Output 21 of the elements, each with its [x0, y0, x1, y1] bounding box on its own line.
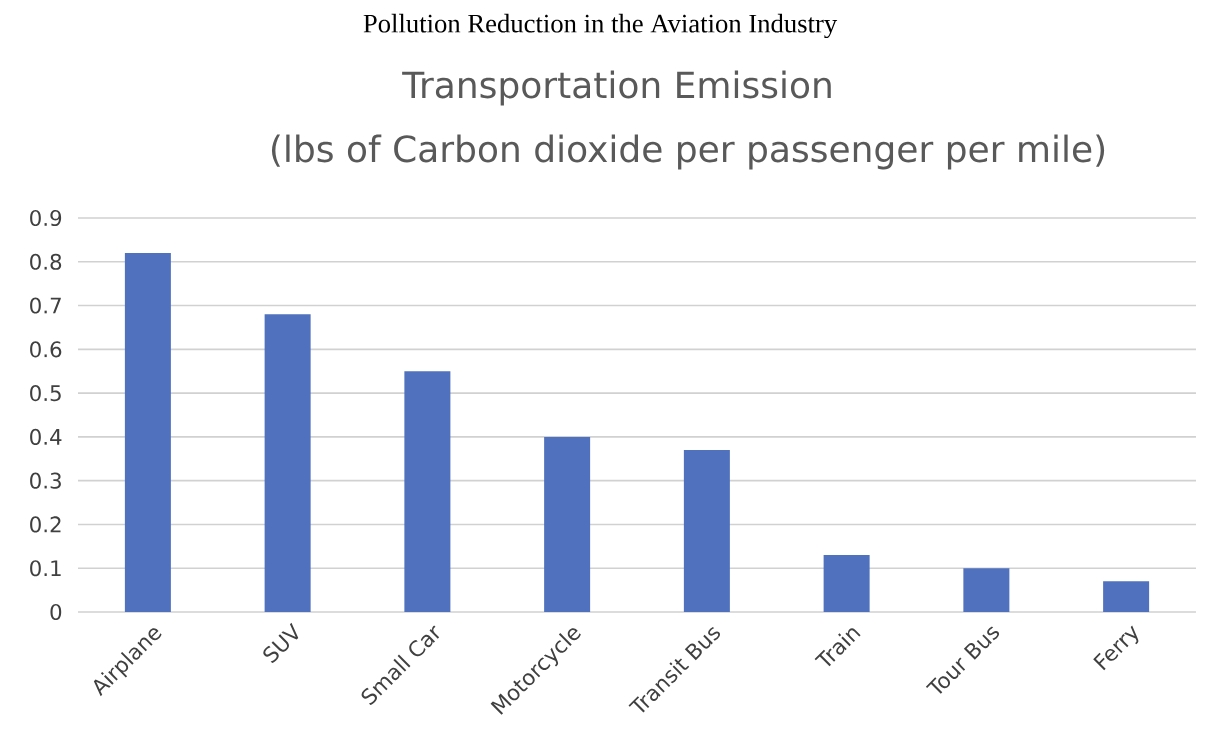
- bar: [1103, 581, 1150, 612]
- bar: [544, 436, 591, 612]
- y-tick-label: 0.7: [30, 297, 61, 314]
- bar: [823, 555, 870, 612]
- y-tick-label: 0.3: [30, 472, 61, 489]
- y-tick-label: 0.6: [30, 341, 62, 358]
- y-tick-label: 0.2: [30, 516, 61, 533]
- bar: [963, 568, 1010, 612]
- chart-subtitle: (lbs of Carbon dioxide per passenger per mile): [271, 134, 1105, 170]
- y-tick-label: 0.5: [30, 385, 61, 402]
- bar: [404, 371, 451, 612]
- y-tick-label: 0.8: [30, 253, 62, 270]
- bar: [124, 253, 171, 612]
- y-tick-label: 0.1: [30, 560, 61, 577]
- y-tick-label: 0.4: [30, 428, 62, 445]
- chart-title: Transportation Emission: [402, 70, 831, 106]
- bar: [683, 450, 730, 612]
- bar: [264, 314, 311, 612]
- y-tick-label: 0: [50, 603, 62, 621]
- text: Pollution Reduction in the Aviation Industry: [363, 13, 838, 39]
- y-tick-label: 0.9: [30, 209, 62, 227]
